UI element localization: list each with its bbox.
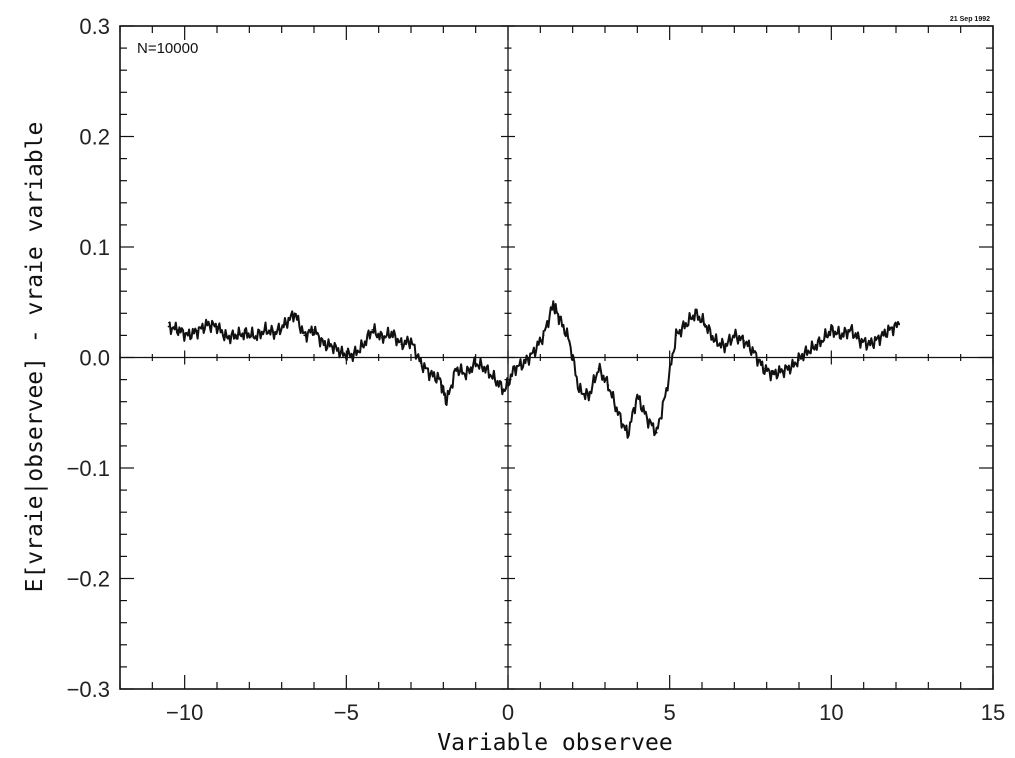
data-point [597, 367, 600, 370]
data-point [532, 351, 535, 353]
data-point [694, 312, 697, 315]
data-point [675, 334, 678, 337]
data-point [714, 340, 716, 342]
data-point [752, 351, 755, 353]
data-point [626, 433, 629, 436]
data-point [617, 411, 619, 414]
data-point [293, 312, 296, 315]
data-point [332, 345, 335, 348]
data-point [196, 330, 199, 332]
y-tick-label: −0.3 [67, 677, 110, 702]
data-point [484, 367, 487, 370]
data-point [361, 345, 364, 348]
data-point [791, 365, 794, 368]
data-point [552, 303, 555, 306]
data-point [888, 328, 891, 331]
data-point [177, 328, 180, 331]
data-point [400, 343, 403, 346]
data-point [723, 345, 726, 348]
data-point [542, 334, 545, 337]
data-point [801, 354, 804, 357]
data-point [284, 323, 286, 326]
date-stamp: 21 Sep 1992 [950, 16, 990, 23]
data-point [503, 389, 506, 392]
y-axis-title: E[vraie|observee] - vraie variable [22, 122, 48, 593]
x-tick-label: 10 [819, 700, 843, 725]
data-point [342, 353, 344, 356]
y-tick-label: 0.1 [79, 235, 110, 260]
data-point [665, 389, 668, 392]
series-layer [167, 300, 901, 439]
data-point [859, 340, 862, 342]
data-point [474, 362, 477, 364]
y-tick-label: 0.2 [79, 125, 110, 150]
x-axis-title: Variable observee [437, 730, 672, 756]
data-point [578, 389, 581, 392]
data-point [811, 347, 813, 350]
data-point [898, 323, 901, 326]
x-tick-label: 15 [981, 700, 1005, 725]
data-point [568, 340, 571, 342]
data-point [704, 323, 707, 326]
series-line-0 [167, 300, 901, 439]
data-point [187, 334, 189, 337]
data-point [558, 317, 561, 320]
data-point [513, 367, 516, 370]
data-point [587, 395, 590, 398]
n-annotation: N=10000 [137, 40, 198, 57]
data-point [371, 328, 374, 331]
data-point [743, 340, 745, 342]
data-point [655, 431, 658, 434]
data-point [878, 336, 881, 339]
zero-axes [120, 26, 993, 689]
data-point [216, 325, 218, 328]
data-point [820, 340, 823, 342]
y-tick-label: 0.3 [79, 14, 110, 39]
data-point [636, 395, 639, 398]
data-point [607, 384, 610, 387]
data-point [523, 362, 526, 364]
data-point [254, 335, 257, 338]
data-point [351, 354, 354, 357]
data-point [429, 373, 432, 375]
data-point [646, 417, 648, 420]
data-point [167, 325, 170, 328]
x-tick-label: 5 [664, 700, 676, 725]
data-point [381, 336, 383, 339]
data-point [419, 362, 422, 364]
data-point [322, 343, 325, 346]
data-point [439, 378, 441, 381]
data-point [390, 332, 393, 335]
data-point [840, 334, 842, 337]
data-point [235, 334, 238, 337]
data-point [494, 378, 496, 381]
x-tick-label: −10 [166, 700, 203, 725]
data-point [762, 367, 765, 370]
data-point [264, 328, 267, 331]
data-point [455, 367, 458, 370]
y-tick-label: −0.1 [67, 456, 110, 481]
tick-labels: −10 −5 0 5 10 15 −0.3 −0.2 −0.1 0.0 0.1 0.2 0.3 [67, 14, 1006, 725]
data-point [225, 336, 228, 339]
y-tick-label: −0.2 [67, 567, 110, 592]
data-point [772, 373, 775, 375]
data-point [465, 373, 467, 375]
data-point [274, 332, 277, 335]
data-point [245, 332, 248, 335]
data-point [849, 328, 852, 331]
data-point [303, 334, 306, 337]
data-point [684, 323, 687, 326]
data-point [206, 323, 209, 326]
data-point [869, 343, 872, 346]
x-tick-label: −5 [334, 700, 359, 725]
data-point [733, 334, 736, 337]
data-point [445, 400, 448, 403]
y-tick-label: 0.0 [79, 346, 110, 371]
data-point [410, 340, 412, 342]
x-tick-label: 0 [502, 700, 514, 725]
data-point [313, 328, 315, 331]
data-point [781, 369, 784, 372]
data-point [830, 328, 833, 331]
